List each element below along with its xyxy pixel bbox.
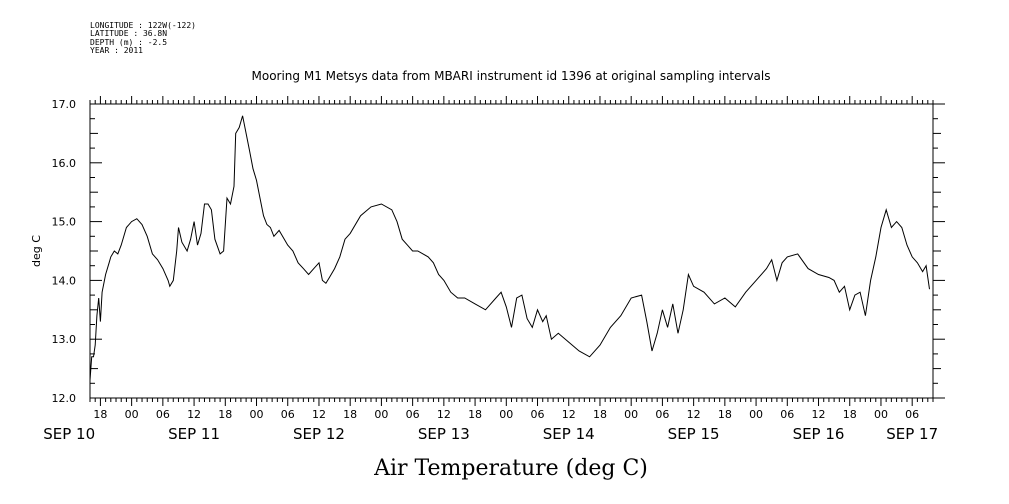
x-hour-label: 00	[749, 408, 763, 421]
x-day-label: SEP 13	[418, 425, 470, 443]
x-hour-label: 18	[218, 408, 232, 421]
x-hour-label: 00	[874, 408, 888, 421]
x-hour-label: 06	[531, 408, 545, 421]
x-hour-label: 18	[343, 408, 357, 421]
x-hour-label: 18	[468, 408, 482, 421]
longitude-label: LONGITUDE : 122W(-122)	[90, 21, 196, 30]
x-hour-label: 06	[156, 408, 170, 421]
x-hour-label: 12	[187, 408, 201, 421]
x-hour-label: 12	[687, 408, 701, 421]
x-hour-label: 00	[624, 408, 638, 421]
x-hour-label: 06	[905, 408, 919, 421]
x-hour-label: 06	[406, 408, 420, 421]
x-hour-label: 06	[655, 408, 669, 421]
y-tick-label: 17.0	[52, 98, 77, 111]
x-hour-label: 12	[312, 408, 326, 421]
x-hour-label: 00	[374, 408, 388, 421]
temperature-series-line	[89, 115, 930, 381]
y-tick-label: 12.0	[52, 392, 77, 405]
metadata-block: LONGITUDE : 122W(-122) LATITUDE : 36.8N …	[90, 21, 196, 56]
x-day-label: SEP 16	[793, 425, 845, 443]
x-hour-label: 18	[593, 408, 607, 421]
x-day-label: SEP 17	[886, 425, 938, 443]
x-hour-label: 06	[780, 408, 794, 421]
x-hour-label: 18	[843, 408, 857, 421]
x-hour-label: 06	[281, 408, 295, 421]
x-day-label: SEP 15	[668, 425, 720, 443]
plot-frame	[89, 103, 934, 399]
x-hour-label: 00	[250, 408, 264, 421]
latitude-label: LATITUDE : 36.8N	[90, 29, 168, 39]
x-hour-label: 00	[125, 408, 139, 421]
x-hour-label: 00	[499, 408, 513, 421]
x-day-label: SEP 11	[168, 425, 220, 443]
y-tick-label: 15.0	[52, 216, 77, 229]
x-hour-label: 12	[562, 408, 576, 421]
y-tick-label: 16.0	[52, 157, 77, 170]
x-hour-label: 12	[437, 408, 451, 421]
y-axis: 12.0 13.0 14.0 15.0 16.0 17.0	[52, 98, 945, 405]
y-tick-label: 14.0	[52, 274, 77, 287]
x-hour-label: 18	[718, 408, 732, 421]
x-day-label: SEP 12	[293, 425, 345, 443]
x-hour-label: 18	[93, 408, 107, 421]
x-axis: 18 00 06 12 18 00 06 12 18 00 06 12 18 00 06 12 18 00 06 12…	[43, 96, 938, 443]
x-day-label: SEP 10	[43, 425, 95, 443]
x-day-label: SEP 14	[543, 425, 595, 443]
depth-label: DEPTH (m) : -2.5	[90, 37, 168, 47]
bottom-label: Air Temperature (deg C)	[373, 456, 648, 481]
x-hour-label: 12	[812, 408, 826, 421]
year-label: YEAR : 2011	[90, 46, 143, 56]
y-tick-label: 13.0	[52, 333, 77, 346]
y-axis-label: deg C	[30, 235, 43, 267]
chart-title: Mooring M1 Metsys data from MBARI instru…	[252, 69, 771, 83]
